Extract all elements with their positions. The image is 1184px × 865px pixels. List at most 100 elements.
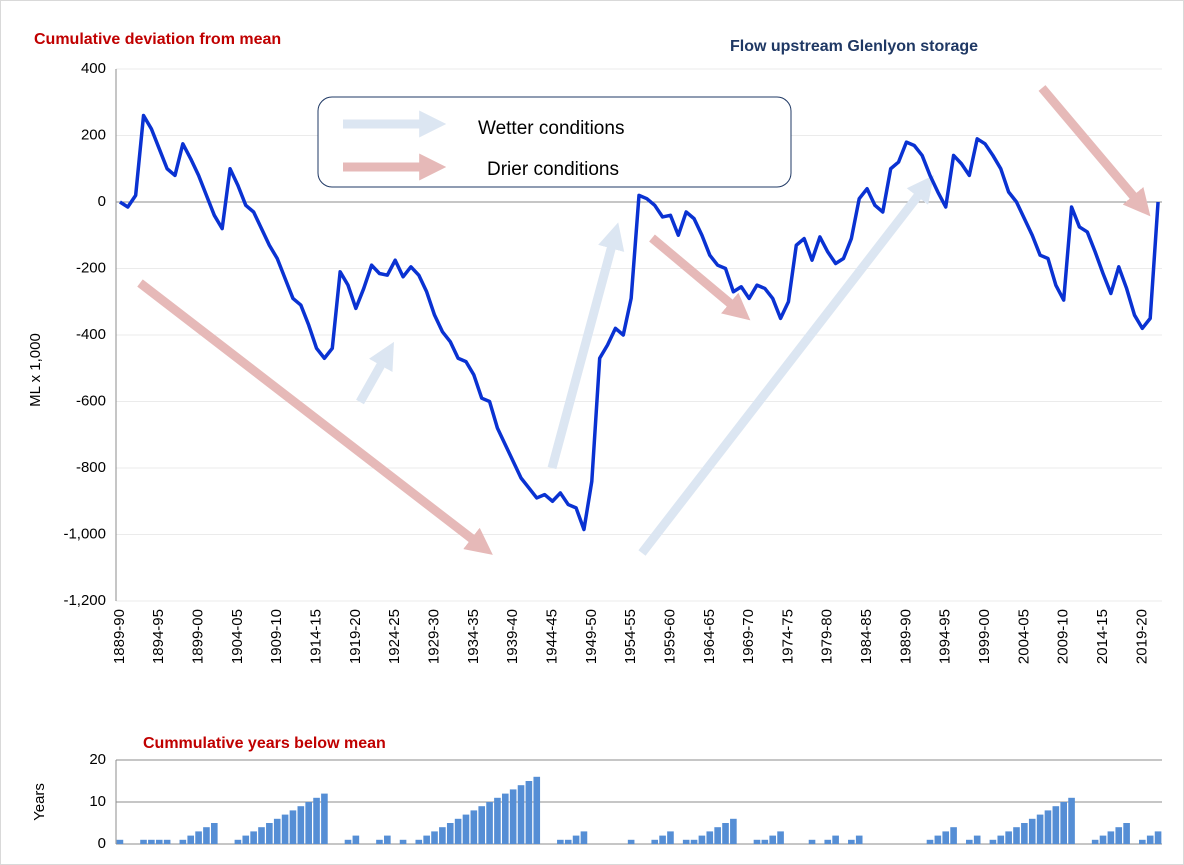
bar [659,835,666,844]
y-tick-label: 10 [89,793,106,810]
arrow [547,222,625,470]
x-tick-label: 1994-95 [937,609,954,664]
bar [501,793,509,844]
bar [808,839,816,844]
bar [258,827,265,844]
chart-title: Flow upstream Glenlyon storage [730,38,978,55]
x-tick-label: 1979-80 [819,609,836,664]
y-tick-label: -800 [76,459,106,476]
bar [1115,827,1123,844]
bar [722,823,729,844]
bar [848,839,855,844]
y-tick-label: -1,000 [63,525,106,542]
bar [973,835,981,844]
bar [753,839,761,844]
y-tick-label: -600 [76,392,106,409]
bar [423,835,430,844]
bar [289,810,297,844]
bar [486,802,493,844]
bar [1060,802,1067,844]
x-tick-label: 1904-05 [229,609,246,664]
bar [297,806,305,844]
x-tick-label: 1999-00 [976,609,993,664]
bar [376,839,383,844]
bar [234,839,242,844]
x-tick-label: 1909-10 [268,609,285,664]
arrow [649,234,751,321]
bar [682,839,690,844]
bar [415,839,423,844]
x-tick-label: 2019-20 [1133,609,1150,664]
bar [384,835,391,844]
bar [557,839,564,844]
y-axis-label: Years [31,783,48,821]
x-tick-label: 1989-90 [897,609,914,664]
bar [690,839,698,844]
bar [926,839,934,844]
bar [730,818,737,844]
bar [352,835,360,844]
bar [855,835,863,844]
x-tick-label: 1894-95 [150,609,167,664]
x-tick-label: 1939-40 [504,609,521,664]
bar [399,839,407,844]
x-tick-label: 1914-15 [308,609,325,664]
bar [1099,835,1107,844]
chart-subtitle: Cumulative deviation from mean [34,31,281,48]
bar [242,835,250,844]
bar [462,814,470,844]
bar [1123,823,1130,844]
x-tick-label: 1969-70 [740,609,757,664]
bar [148,839,155,844]
bar [1139,839,1146,844]
bar [439,827,446,844]
y-tick-label: 20 [89,751,106,768]
bar [250,831,257,844]
bar [572,835,580,844]
bar [564,839,572,844]
x-tick-label: 1949-50 [583,609,600,664]
bar [313,797,320,844]
bar [667,831,674,844]
y-tick-label: 0 [98,835,106,852]
bar [266,823,273,844]
x-tick-label: 1984-85 [858,609,875,664]
bar [1021,823,1028,844]
bar [140,839,147,844]
bar [706,831,714,844]
y-tick-label: 0 [98,193,106,210]
bar [470,810,478,844]
line [118,113,1160,532]
bar [651,839,659,844]
bar [777,831,784,844]
annotation: Wetter conditions [478,118,624,139]
bar [1107,831,1115,844]
bar [195,831,202,844]
arrow [1038,85,1151,217]
bar [1036,814,1044,844]
x-tick-label: 2014-15 [1094,609,1111,664]
bar [1044,810,1052,844]
chart-title: Cummulative years below mean [143,735,386,752]
x-tick-label: 1929-30 [425,609,442,664]
x-tick-label: 2004-05 [1015,609,1032,664]
arrows [137,85,1151,556]
bar [494,797,501,844]
x-tick-label: 1974-75 [779,609,796,664]
x-tick-label: 1919-20 [347,609,364,664]
bar [580,831,588,844]
bar [769,835,777,844]
bar [698,835,706,844]
x-tick-label: 1934-35 [465,609,482,664]
bar [942,831,950,844]
bar [1005,831,1012,844]
bar [344,839,352,844]
bar [446,823,454,844]
bar [187,835,195,844]
bar [179,839,187,844]
x-tick-label: 1944-45 [543,609,560,664]
bar [203,827,210,844]
bar [525,781,533,844]
